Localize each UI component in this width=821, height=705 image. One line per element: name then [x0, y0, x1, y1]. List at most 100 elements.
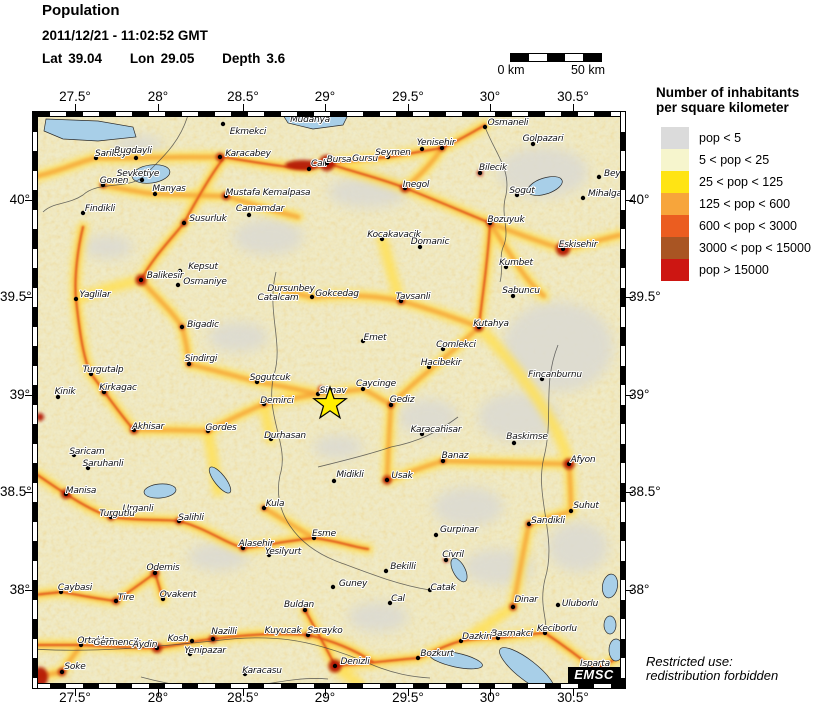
town-dot [189, 638, 195, 644]
town-label-ovakent: Ovakent [160, 590, 197, 600]
legend-label: 3000 < pop < 15000 [699, 241, 811, 255]
town-label-soke: Soke [64, 662, 86, 672]
y-axis-label-left: 39.5° [0, 289, 32, 304]
town-dot [305, 632, 311, 638]
town-dot [240, 545, 246, 551]
town-label-comlekci: Comlekci [436, 340, 476, 350]
town-dot [205, 428, 211, 434]
town-label-manyas: Manyas [152, 184, 186, 194]
town-label-kinik: Kinik [55, 387, 77, 397]
town-dot [440, 346, 446, 352]
town-dot [85, 465, 91, 471]
town-dot [330, 584, 336, 590]
town-label-bursa: Bursa [327, 155, 352, 165]
restriction-notice: Restricted use: redistribution forbidden [646, 654, 779, 684]
town-dot [443, 557, 449, 563]
town-label-alasehir: Alasehir [238, 539, 275, 549]
town-label-demirci: Demirci [260, 396, 294, 406]
axis-tick [325, 689, 326, 696]
epicenter-star [312, 385, 348, 420]
town-label-dazkiri: Dazkiri [462, 632, 492, 642]
axis-tick [490, 689, 491, 696]
y-axis-label-right: 40° [629, 192, 650, 207]
axis-tick [626, 492, 633, 493]
town-label-yesilyurt: Yesilyurt [265, 547, 302, 557]
town-dot [419, 146, 425, 152]
town-dot [511, 440, 517, 446]
town-dot [379, 236, 385, 242]
legend-swatch [661, 237, 689, 259]
town-label-hacibekir: Hacibekir [421, 358, 463, 368]
town-dot [113, 598, 119, 604]
lon-value: 29.05 [160, 51, 195, 66]
legend-swatch [661, 259, 689, 281]
town-dot [555, 602, 561, 608]
axis-tick [243, 689, 244, 696]
axis-tick [75, 104, 76, 111]
town-dot [63, 491, 69, 497]
town-label-bekilli: Bekilli [390, 562, 416, 572]
town-label-cal: Cal [391, 594, 405, 604]
lat-label: Lat [42, 51, 63, 66]
y-axis-label-left: 38° [9, 582, 30, 597]
town-dot [80, 210, 86, 216]
axis-tick [626, 395, 633, 396]
town-dot [160, 596, 166, 602]
x-axis-label-top: 30° [479, 89, 501, 104]
town-dot [539, 376, 545, 382]
town-dot [108, 514, 114, 520]
town-dot [254, 379, 260, 385]
map-area: Mudanya Ekmekci Sarikoy Bugdayli Karacabey Go… [38, 117, 620, 683]
axis-tick [25, 590, 32, 591]
town-label-mustafa-kemalpasa: Mustafa Kemalpasa [226, 188, 311, 198]
town-label-salihli: Salihli [178, 513, 204, 523]
x-axis-label-top: 30.5° [557, 89, 589, 104]
town-label-turgutlu: Turgutlu [99, 509, 135, 519]
axis-tick [25, 297, 32, 298]
town-label-uluborlu: Uluborlu [562, 599, 599, 609]
town-dot [223, 193, 229, 199]
town-label-ortaklar: Ortaklar [77, 636, 114, 646]
town-label-odemis: Odemis [146, 563, 180, 573]
y-axis-label-left: 39° [9, 387, 30, 402]
map-frame-right [620, 111, 626, 689]
scale-bar-end-label: 50 km [570, 63, 606, 77]
town-label-kepsut: Kepsut [188, 262, 218, 272]
town-dot [186, 361, 192, 367]
axis-tick [158, 689, 159, 696]
town-dot [133, 155, 139, 161]
town-dot [220, 121, 226, 127]
axis-tick [325, 104, 326, 111]
town-dot [246, 212, 252, 218]
scale-bar-segment [511, 54, 529, 61]
town-dot [433, 532, 439, 538]
town-dot [315, 391, 321, 397]
town-dot [181, 220, 187, 226]
axis-tick [75, 689, 76, 696]
legend-row: 3000 < pop < 15000 [661, 237, 811, 259]
town-dot [331, 478, 337, 484]
x-axis-label-bottom: 29.5° [392, 690, 424, 705]
town-label-midikli: Midikli [336, 470, 364, 480]
town-dot [387, 600, 393, 606]
town-dot [503, 264, 509, 270]
town-dot [476, 324, 482, 330]
town-label-bugdayli: Bugdayli [114, 146, 152, 156]
town-label-bilecik: Bilecik [479, 163, 508, 173]
town-dot [477, 170, 483, 176]
x-axis-label-top: 29.5° [392, 89, 424, 104]
town-label-mudanya: Mudanya [290, 117, 330, 125]
town-label-simav: Simav [320, 386, 348, 396]
town-dot [439, 145, 445, 151]
town-label-karacahisar: Karacahisar [411, 425, 463, 435]
town-label-findikli: Findikli [85, 204, 116, 214]
legend-swatch [661, 215, 689, 237]
town-dot [385, 154, 391, 160]
town-label-susurluk: Susurluk [189, 214, 227, 224]
town-label-emet: Emet [364, 333, 387, 343]
town-label-balikesir: Balikesir [147, 271, 185, 281]
town-label-sevketiye: Sevketiye [117, 169, 160, 179]
town-label-karacabey: Karacabey [225, 149, 271, 159]
axis-tick [408, 104, 409, 111]
